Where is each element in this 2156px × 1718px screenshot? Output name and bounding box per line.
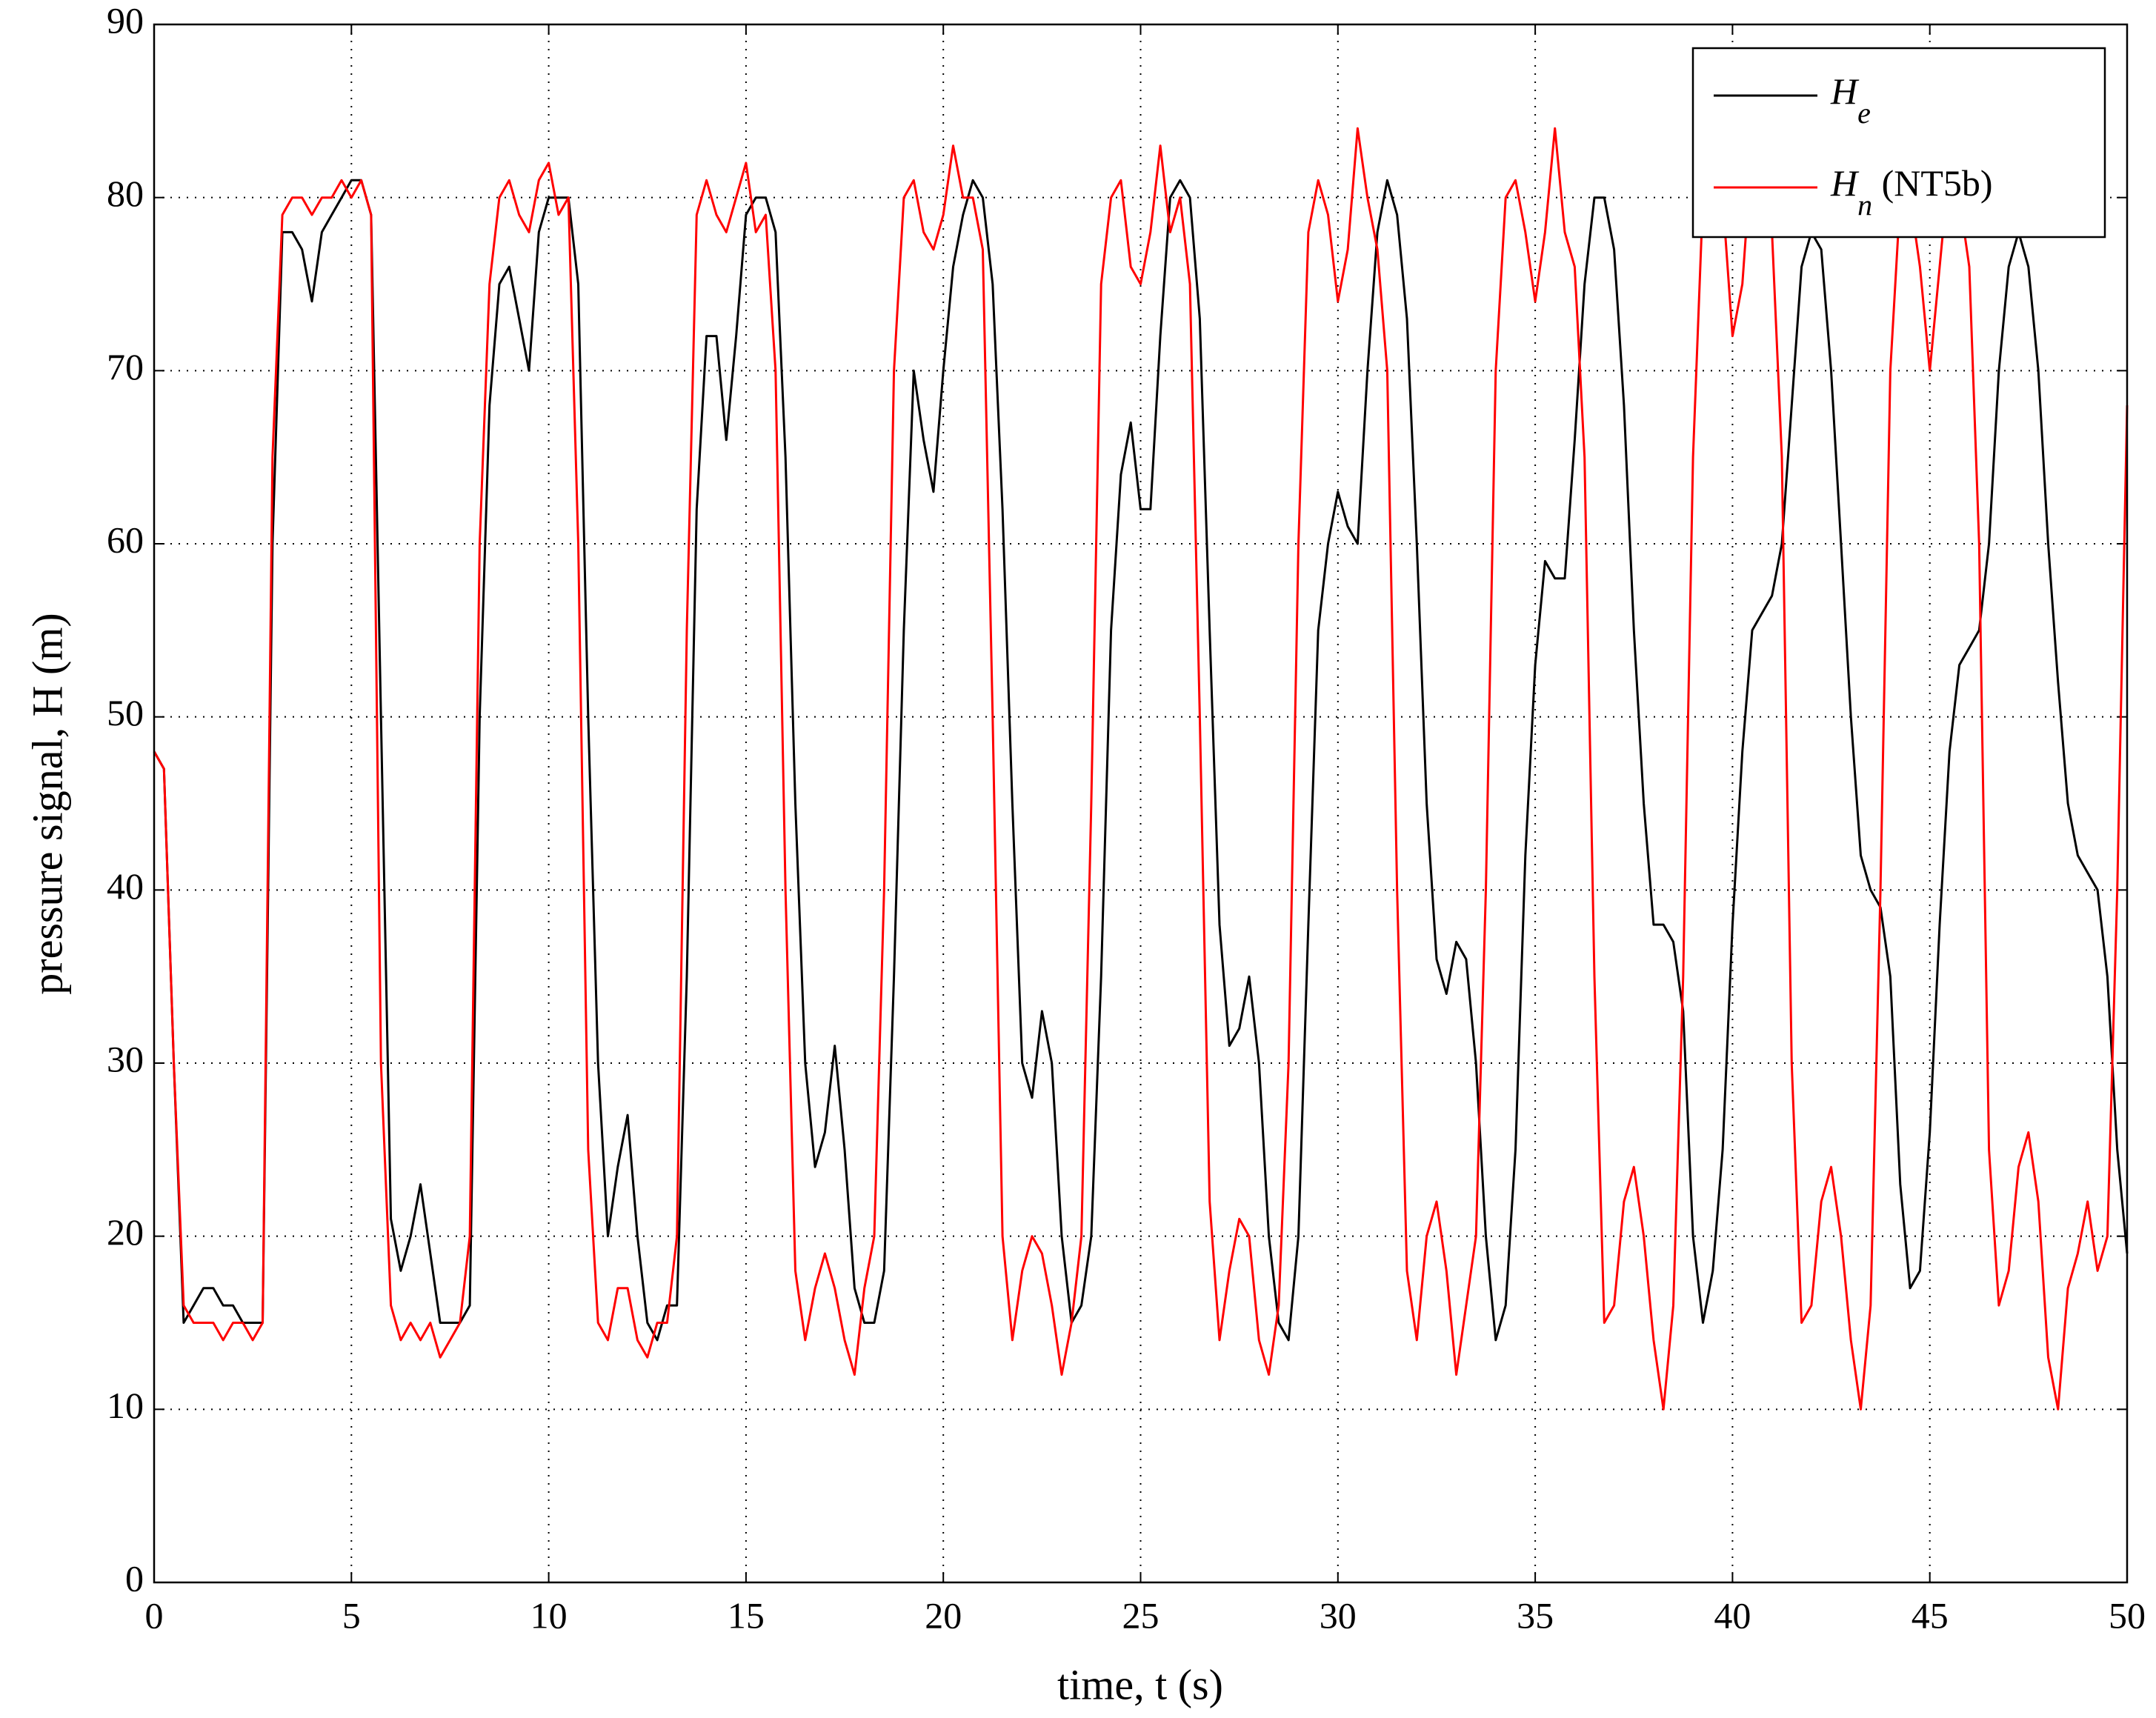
x-tick-label: 45: [1912, 1594, 1949, 1636]
x-tick-label: 10: [530, 1594, 568, 1636]
x-tick-label: 20: [925, 1594, 962, 1636]
x-tick-label: 0: [145, 1594, 164, 1636]
x-tick-label: 30: [1320, 1594, 1357, 1636]
y-tick-label: 40: [107, 865, 144, 907]
x-tick-label: 50: [2109, 1594, 2146, 1636]
y-axis-label: pressure signal, H (m): [23, 613, 71, 994]
x-tick-label: 25: [1122, 1594, 1159, 1636]
x-tick-label: 40: [1714, 1594, 1751, 1636]
y-tick-label: 60: [107, 519, 144, 560]
y-tick-label: 10: [107, 1385, 144, 1426]
data-line: [153, 127, 2129, 1411]
y-tick-label: 30: [107, 1038, 144, 1079]
legend-box: [1691, 47, 2106, 239]
x-tick-label: 15: [728, 1594, 765, 1636]
data-line: [153, 179, 2129, 1342]
y-tick-label: 90: [107, 0, 144, 41]
y-tick-label: 80: [107, 173, 144, 214]
x-axis-label: time, t (s): [1057, 1660, 1223, 1708]
y-tick-label: 20: [107, 1211, 144, 1253]
legend-label: He: [1830, 70, 1871, 130]
x-tick-label: 5: [342, 1594, 361, 1636]
y-tick-label: 0: [125, 1557, 144, 1599]
plot-frame: [153, 23, 2129, 1584]
x-tick-label: 35: [1517, 1594, 1554, 1636]
legend-label: Hn (NT5b): [1830, 162, 1993, 222]
y-tick-label: 70: [107, 346, 144, 387]
y-tick-label: 50: [107, 692, 144, 733]
